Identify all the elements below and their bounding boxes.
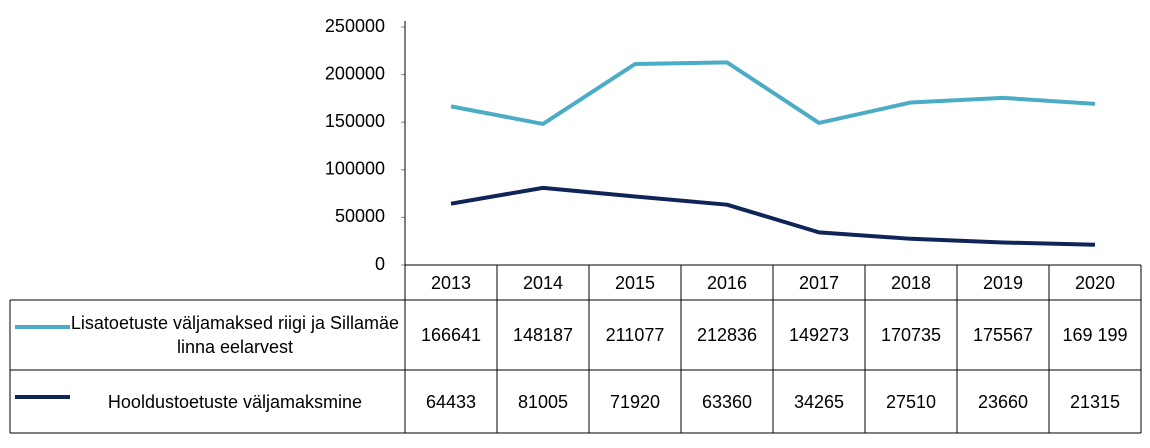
data-label: 63360 xyxy=(701,391,753,412)
data-label: 211077 xyxy=(605,325,665,345)
x-tick-label: 2019 xyxy=(982,272,1024,293)
data-label: 169 199 xyxy=(1062,325,1128,345)
data-label: 170735 xyxy=(880,325,942,345)
data-label: 27510 xyxy=(885,391,937,412)
x-tick-label: 2015 xyxy=(614,272,656,293)
legend-label: Hooldustoetuste väljamaksmine xyxy=(107,391,363,412)
x-tick-label: 2014 xyxy=(522,272,564,293)
x-tick-label: 2016 xyxy=(706,272,748,293)
data-label: 166641 xyxy=(420,325,482,345)
series-line xyxy=(450,185,1096,247)
data-label: 21315 xyxy=(1069,391,1121,412)
data-label: 81005 xyxy=(517,391,569,412)
x-tick-label: 2018 xyxy=(890,272,932,293)
y-tick-label: 0 xyxy=(375,254,385,274)
y-tick-label: 150000 xyxy=(325,111,385,131)
data-label: 175567 xyxy=(972,325,1034,345)
x-tick-label: 2017 xyxy=(798,272,840,293)
data-label: 23660 xyxy=(977,391,1029,412)
data-label: 34265 xyxy=(793,391,845,412)
y-tick-label: 100000 xyxy=(325,159,385,179)
data-label: 71920 xyxy=(609,391,661,412)
data-label: 148187 xyxy=(512,325,574,345)
series-line xyxy=(450,60,1096,126)
data-label: 149273 xyxy=(788,325,850,345)
data-label: 64433 xyxy=(425,391,477,412)
x-tick-label: 2020 xyxy=(1074,272,1116,293)
legend-label: Lisatoetuste väljamaksed riigi ja Sillam… xyxy=(70,313,400,357)
y-tick-label: 200000 xyxy=(325,63,385,83)
y-tick-label: 250000 xyxy=(325,16,385,36)
x-tick-label: 2013 xyxy=(430,272,472,293)
y-tick-label: 50000 xyxy=(335,206,385,226)
data-label: 212836 xyxy=(696,325,758,345)
